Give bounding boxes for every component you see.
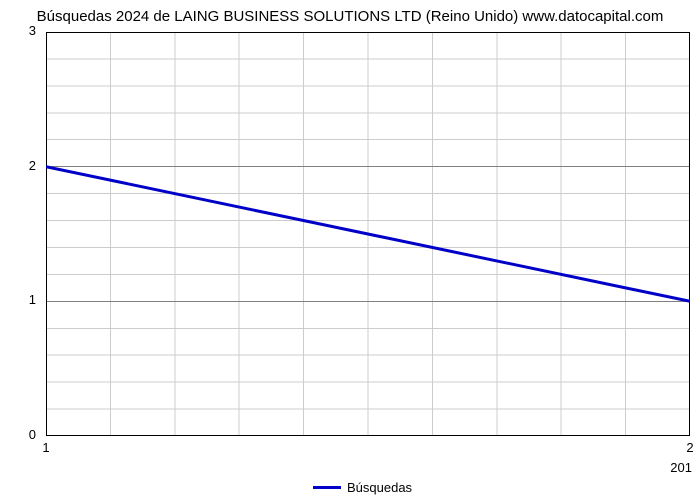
y-tick-label: 1 bbox=[0, 292, 36, 307]
x-tick-label: 1 bbox=[26, 440, 66, 455]
y-tick-label: 2 bbox=[0, 158, 36, 173]
plot-area bbox=[46, 32, 690, 436]
chart-container: Búsquedas 2024 de LAING BUSINESS SOLUTIO… bbox=[0, 0, 700, 500]
chart-title: Búsquedas 2024 de LAING BUSINESS SOLUTIO… bbox=[0, 8, 700, 25]
chart-svg bbox=[46, 32, 690, 436]
x-axis-label: 201 bbox=[670, 460, 692, 475]
legend: Búsquedas bbox=[313, 480, 412, 495]
y-tick-label: 3 bbox=[0, 23, 36, 38]
legend-swatch bbox=[313, 486, 341, 489]
x-tick-label: 2 bbox=[670, 440, 700, 455]
legend-label: Búsquedas bbox=[347, 480, 412, 495]
